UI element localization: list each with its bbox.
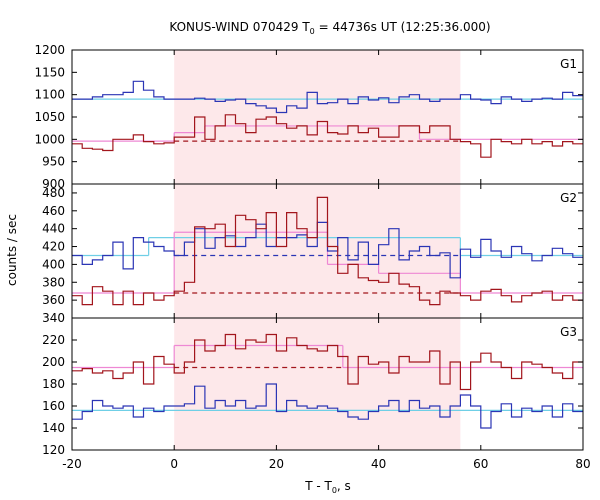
title-rest: = 44736s UT (12:25:36.000) [315, 20, 491, 34]
panel-label: G3 [560, 325, 577, 339]
y-tick-label: 480 [42, 186, 65, 200]
x-tick-label: 80 [575, 457, 590, 471]
panel-label: G1 [560, 57, 577, 71]
chart-title: KONUS-WIND 070429 T0 = 44736s UT (12:25:… [169, 20, 490, 36]
series-darkred-g3 [72, 333, 583, 391]
y-tick-label: 140 [42, 421, 65, 435]
y-tick-label: 360 [42, 293, 65, 307]
y-tick-label: 420 [42, 240, 65, 254]
y-tick-label: 440 [42, 222, 65, 236]
panel-data [72, 333, 583, 429]
x-tick-label: 0 [170, 457, 178, 471]
y-tick-label: 200 [42, 355, 65, 369]
y-tick-label: 380 [42, 275, 65, 289]
y-tick-label: 1050 [34, 110, 65, 124]
series-blue-g1 [72, 80, 583, 114]
panel-data [72, 80, 583, 158]
y-axis-label: counts / sec [5, 214, 19, 286]
y-tick-label: 1000 [34, 132, 65, 146]
y-tick-label: 220 [42, 333, 65, 347]
series-darkred-g1 [72, 114, 583, 158]
y-tick-label: 180 [42, 377, 65, 391]
series-blue-g2 [72, 221, 583, 279]
xlabel-rest: , s [337, 479, 351, 493]
x-tick-label: -20 [62, 457, 82, 471]
panel-g2: 340 360 380 400 420 440 460 480 G2 [42, 183, 584, 325]
title-main: KONUS-WIND 070429 T [169, 20, 310, 34]
y-tick-label: 340 [42, 311, 65, 325]
x-tick-label: 60 [473, 457, 488, 471]
x-axis-label: T - T0, s [304, 479, 351, 495]
x-tick-label: 20 [269, 457, 284, 471]
y-tick-label: 950 [42, 155, 65, 169]
panel-label: G2 [560, 191, 577, 205]
series-blue-g3 [72, 383, 583, 429]
xlabel-subscript: 0 [332, 486, 337, 495]
panel-g3: 120 140 160 180 200 220 G3 [42, 317, 584, 457]
series-darkred-g2 [72, 196, 583, 306]
x-tick-label: 40 [371, 457, 386, 471]
panels: 90095010001050110011501200G1340360380400… [34, 43, 590, 471]
shaded-interval [174, 50, 461, 450]
y-tick-label: 900 [42, 177, 65, 191]
y-tick-label: 1100 [34, 88, 65, 102]
y-tick-label: 400 [42, 257, 65, 271]
y-tick-label: 120 [42, 443, 65, 457]
panel-data [72, 196, 583, 306]
xlabel-main: T - T [304, 479, 332, 493]
y-tick-label: 1200 [34, 43, 65, 57]
y-tick-label: 460 [42, 204, 65, 218]
y-tick-label: 160 [42, 399, 65, 413]
title-subscript: 0 [310, 27, 315, 36]
y-tick-label: 1150 [34, 65, 65, 79]
